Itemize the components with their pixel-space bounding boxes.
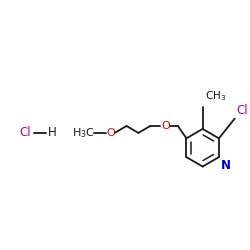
Text: O: O — [107, 128, 116, 138]
Text: N: N — [221, 159, 231, 172]
Text: O: O — [161, 121, 170, 131]
Text: Cl: Cl — [20, 126, 32, 140]
Text: Cl: Cl — [237, 104, 248, 117]
Text: H$_3$C: H$_3$C — [72, 126, 95, 140]
Text: H: H — [48, 126, 56, 140]
Text: CH$_3$: CH$_3$ — [204, 90, 226, 103]
